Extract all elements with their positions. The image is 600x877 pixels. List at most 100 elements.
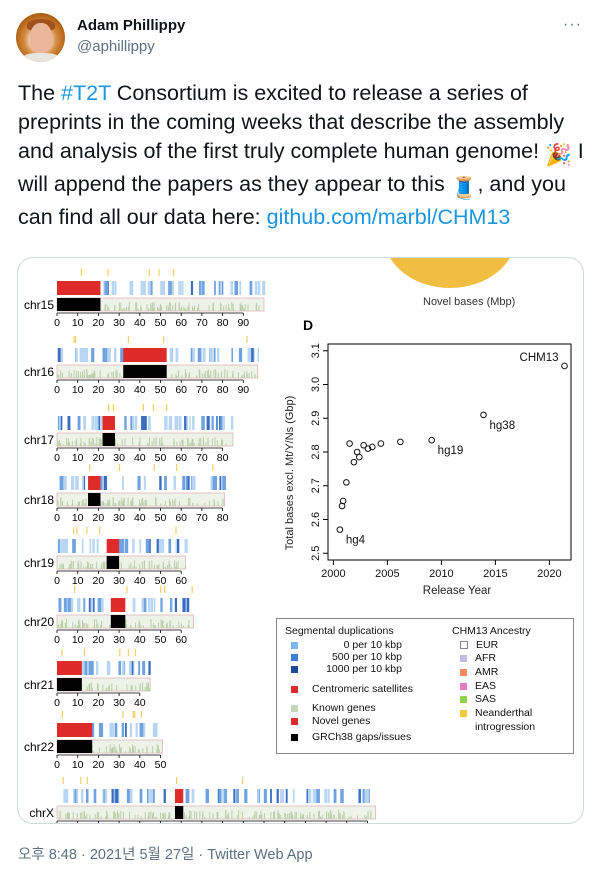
gene-mark — [151, 560, 153, 569]
gene-mark — [116, 442, 118, 446]
sd-mark — [75, 476, 79, 490]
author-handle[interactable]: @aphillippy — [77, 38, 155, 55]
x-tick-label: 2020 — [537, 568, 561, 580]
gene-mark — [123, 307, 125, 311]
sd-mark — [107, 661, 111, 675]
gene-mark — [153, 437, 155, 446]
sd-mark — [85, 789, 89, 803]
gene-mark — [122, 501, 124, 506]
gene-mark — [261, 814, 263, 819]
neanderthal-mark — [134, 711, 136, 718]
gene-mark — [251, 371, 253, 378]
hashtag-link[interactable]: #T2T — [61, 81, 111, 105]
gene-mark — [181, 375, 183, 378]
sd-mark — [316, 789, 320, 803]
sd-mark — [146, 539, 150, 553]
tick-label: 80 — [217, 384, 229, 396]
legend-item: Novel genes — [291, 715, 370, 727]
tick-label: 40 — [134, 317, 146, 329]
gene-mark — [78, 501, 80, 506]
gene-mark — [183, 306, 185, 311]
sd-mark — [63, 476, 67, 490]
x-tick-label: 2010 — [429, 568, 453, 580]
data-point — [397, 438, 404, 446]
gene-mark — [94, 372, 96, 378]
legend-label: Novel genes — [312, 715, 371, 727]
sd-mark — [93, 789, 97, 803]
gene-mark — [143, 560, 145, 569]
tweet-source-app[interactable]: Twitter Web App — [207, 847, 313, 863]
gene-mark — [82, 622, 84, 628]
gene-mark — [155, 439, 157, 446]
gene-mark — [102, 684, 104, 691]
legend-swatch — [291, 685, 298, 693]
gene-mark — [242, 305, 244, 311]
sd-mark — [257, 348, 260, 362]
gene-mark — [111, 747, 113, 753]
gene-mark — [120, 747, 122, 753]
gene-mark — [120, 811, 122, 819]
gene-mark — [202, 811, 204, 819]
gene-mark — [116, 750, 118, 753]
sd-mark — [220, 281, 223, 295]
gene-mark — [130, 500, 132, 506]
gene-mark — [202, 437, 204, 446]
gene-mark — [81, 620, 83, 628]
gene-mark — [182, 439, 184, 446]
neanderthal-mark — [83, 649, 86, 656]
avatar[interactable] — [16, 13, 65, 62]
sd-mark — [122, 476, 124, 490]
sd-mark — [239, 281, 242, 295]
more-options-icon[interactable]: ··· — [563, 16, 582, 33]
sd-mark — [160, 598, 163, 612]
sd-mark — [143, 416, 147, 430]
gene-mark — [113, 811, 115, 819]
sd-mark — [112, 281, 115, 295]
gene-mark — [80, 437, 82, 446]
legend-item: AMR — [460, 666, 498, 678]
author-name[interactable]: Adam Phillippy — [77, 17, 186, 34]
sd-mark — [191, 789, 195, 803]
gene-mark — [179, 441, 181, 446]
gene-mark — [107, 814, 109, 819]
gene-mark — [144, 812, 146, 819]
sd-mark — [120, 348, 124, 362]
sd-mark — [168, 416, 173, 430]
gene-mark — [208, 375, 210, 378]
tick-label: 60 — [175, 634, 187, 646]
tick-label: 80 — [217, 317, 229, 329]
gene-mark — [190, 811, 192, 819]
gene-mark — [142, 748, 144, 753]
gene-mark — [130, 687, 132, 691]
tweet-image[interactable]: Novel bases (Mbp) chr15 0 10 20 30 40 50 60 70 80… — [17, 257, 584, 824]
centromere-mark — [57, 723, 93, 737]
legend-swatch — [460, 641, 468, 649]
gene-mark — [134, 814, 136, 819]
github-link[interactable]: github.com/marbl/CHM13 — [266, 205, 511, 229]
sd-mark — [114, 281, 117, 295]
gene-mark — [260, 810, 262, 819]
gene-mark — [205, 442, 207, 446]
neanderthal-mark — [176, 464, 178, 471]
tweet-date[interactable]: 2021년 5월 27일 — [89, 847, 195, 863]
gene-mark — [302, 813, 304, 819]
sd-mark — [142, 281, 146, 295]
sd-mark — [124, 723, 127, 737]
y-tick-label: 2.5 — [310, 546, 322, 561]
gene-mark — [240, 306, 242, 311]
tweet-time[interactable]: 오후 8:48 — [18, 847, 77, 863]
neanderthal-mark — [127, 336, 130, 343]
sd-mark — [126, 789, 130, 803]
sd-mark — [217, 348, 220, 362]
gene-mark — [123, 498, 125, 506]
gene-mark — [232, 303, 234, 311]
sd-mark — [63, 789, 66, 803]
gene-mark — [241, 811, 243, 819]
gene-mark — [134, 745, 136, 753]
sd-mark — [134, 416, 138, 430]
gene-mark — [157, 745, 159, 753]
sd-mark — [88, 598, 92, 612]
gene-mark — [138, 442, 140, 446]
tick-label: 10 — [72, 575, 84, 587]
gene-mark — [100, 565, 102, 569]
